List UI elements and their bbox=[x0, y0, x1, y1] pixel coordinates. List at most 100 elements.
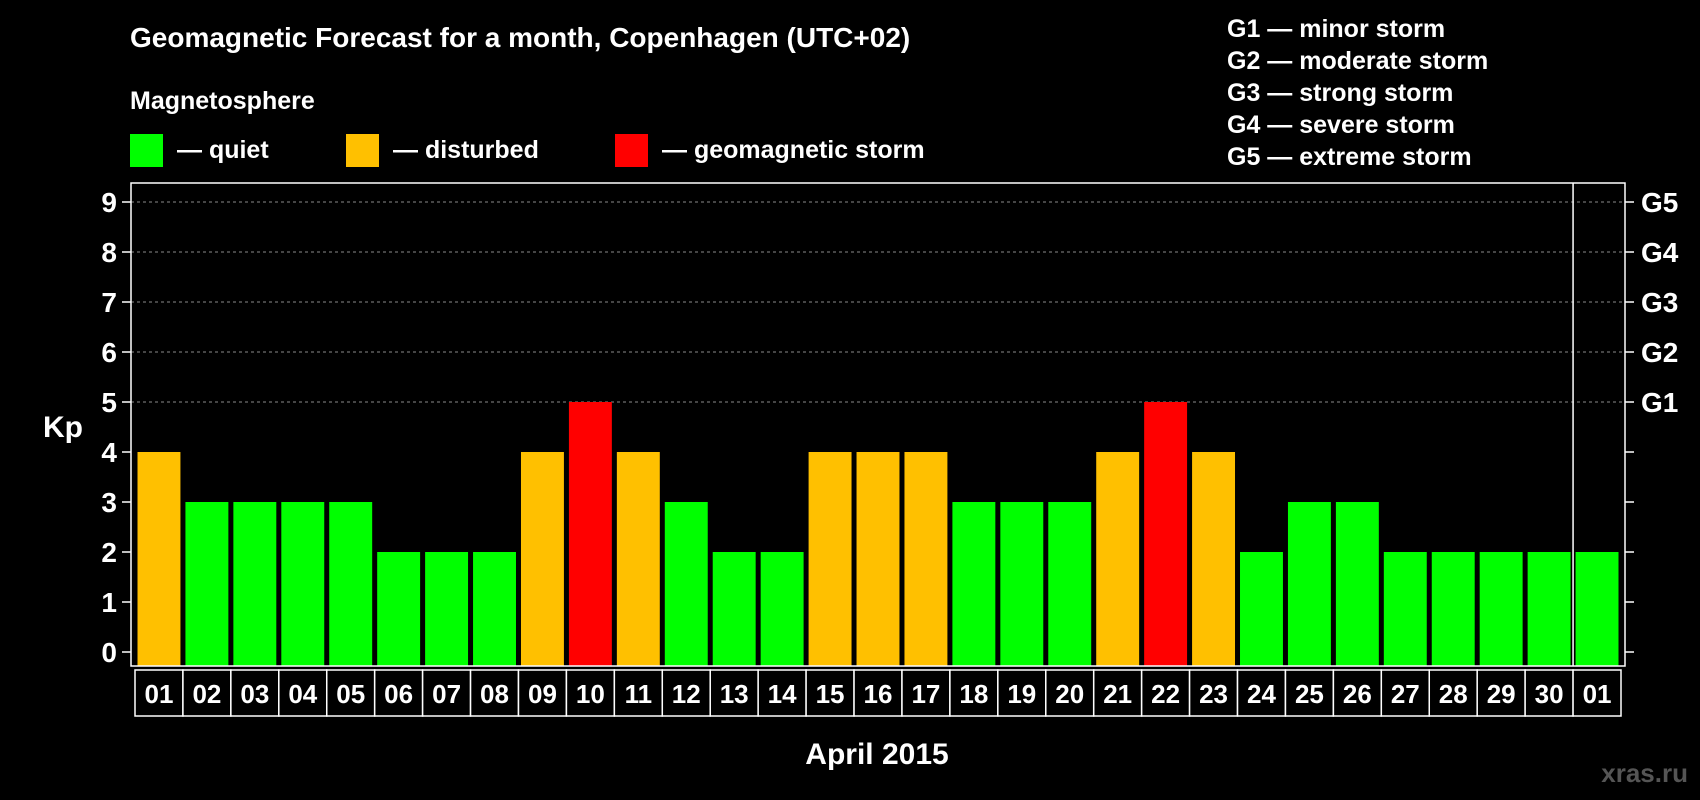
bar-1 bbox=[137, 452, 181, 666]
y-tick-label: 3 bbox=[101, 487, 117, 518]
storm-scale-legend: G1 — minor storm G2 — moderate storm G3 … bbox=[1227, 15, 1488, 171]
x-tick-label: 01 bbox=[145, 679, 174, 709]
x-tick-label: 25 bbox=[1295, 679, 1324, 709]
bar-17 bbox=[904, 452, 948, 666]
x-category-box bbox=[1284, 669, 1335, 717]
y-tick-label: 1 bbox=[101, 587, 117, 618]
x-tick-label: 07 bbox=[432, 679, 461, 709]
x-category-box bbox=[613, 669, 664, 717]
x-category-box bbox=[757, 669, 807, 717]
x-tick-label: 14 bbox=[768, 679, 797, 709]
x-tick-label: 24 bbox=[1247, 679, 1276, 709]
x-category-box bbox=[1524, 669, 1574, 717]
bar-9 bbox=[520, 452, 564, 666]
legend-label-disturbed: — disturbed bbox=[393, 136, 539, 164]
plot-frame bbox=[130, 182, 1626, 667]
y-tick-label: 4 bbox=[101, 437, 117, 468]
bar-2 bbox=[185, 502, 229, 666]
grid bbox=[131, 201, 1625, 403]
x-axis-label: April 2015 bbox=[805, 738, 948, 771]
x-tick-label: 20 bbox=[1055, 679, 1084, 709]
bar-8 bbox=[473, 552, 516, 666]
y-tick-label: 6 bbox=[101, 337, 117, 368]
bar-30 bbox=[1527, 552, 1571, 666]
storm-scale-g1: G1 — minor storm bbox=[1227, 15, 1445, 43]
x-tick-label: 05 bbox=[336, 679, 365, 709]
bar-4 bbox=[281, 502, 325, 666]
x-category-box bbox=[853, 669, 903, 717]
x-category-box bbox=[1380, 669, 1431, 717]
x-tick-label: 09 bbox=[528, 679, 557, 709]
bar-5 bbox=[329, 502, 373, 666]
x-category-box bbox=[325, 669, 376, 717]
y-tick-label: 9 bbox=[101, 187, 117, 218]
bar-18 bbox=[952, 502, 996, 666]
legend-swatch-disturbed bbox=[346, 134, 379, 167]
x-tick-label: 26 bbox=[1343, 679, 1372, 709]
x-tick-label: 17 bbox=[911, 679, 940, 709]
bar-26 bbox=[1335, 502, 1379, 666]
x-category-box bbox=[1476, 669, 1526, 717]
bar-23 bbox=[1192, 452, 1236, 666]
axes: 0 1 2 3 4 5 6 7 8 9 G1 G2 G3 G4 G5 bbox=[101, 182, 1679, 668]
x-category-box bbox=[949, 669, 999, 717]
right-tick-label: G2 bbox=[1641, 337, 1678, 368]
x-category-box bbox=[1572, 669, 1622, 717]
x-tick-label: 03 bbox=[240, 679, 269, 709]
bars bbox=[137, 402, 1619, 666]
bar-20 bbox=[1048, 502, 1092, 666]
x-category-box bbox=[469, 669, 520, 717]
bar-21 bbox=[1096, 452, 1140, 666]
x-tick-label: 30 bbox=[1535, 679, 1564, 709]
storm-scale-g4: G4 — severe storm bbox=[1227, 111, 1455, 139]
legend-label-quiet: — quiet bbox=[177, 136, 269, 164]
bar-29 bbox=[1479, 552, 1523, 666]
bar-6 bbox=[377, 552, 421, 666]
storm-scale-g3: G3 — strong storm bbox=[1227, 79, 1453, 107]
y-tick-label: 7 bbox=[101, 287, 117, 318]
y-tick-label: 2 bbox=[101, 537, 117, 568]
bar-31 bbox=[1575, 552, 1619, 666]
bar-10 bbox=[568, 402, 612, 666]
x-category-box bbox=[182, 669, 232, 717]
x-tick-label: 21 bbox=[1103, 679, 1132, 709]
bar-27 bbox=[1383, 552, 1427, 666]
bar-13 bbox=[712, 552, 756, 666]
x-tick-label: 01 bbox=[1583, 679, 1612, 709]
x-category-box bbox=[421, 669, 472, 717]
x-category-box bbox=[1428, 669, 1478, 717]
x-tick-label: 22 bbox=[1151, 679, 1180, 709]
bar-25 bbox=[1287, 502, 1331, 666]
bar-3 bbox=[233, 502, 277, 666]
x-tick-label: 16 bbox=[864, 679, 893, 709]
bar-11 bbox=[616, 452, 660, 666]
x-category-box bbox=[134, 669, 184, 717]
x-tick-label: 23 bbox=[1199, 679, 1228, 709]
x-tick-label: 27 bbox=[1391, 679, 1420, 709]
x-category-box bbox=[278, 669, 328, 717]
legend-label-storm: — geomagnetic storm bbox=[662, 136, 925, 164]
right-tick-label: G5 bbox=[1641, 187, 1678, 218]
bar-12 bbox=[664, 502, 708, 666]
y-tick-label: 5 bbox=[101, 387, 117, 418]
x-tick-label: 12 bbox=[672, 679, 701, 709]
legend-swatch-storm bbox=[615, 134, 648, 167]
legend-swatch-quiet bbox=[130, 134, 163, 167]
x-tick-label: 13 bbox=[720, 679, 749, 709]
x-tick-label: 04 bbox=[288, 679, 317, 709]
x-category-box bbox=[1092, 669, 1143, 717]
storm-scale-g2: G2 — moderate storm bbox=[1227, 47, 1488, 75]
bar-19 bbox=[1000, 502, 1044, 666]
bar-15 bbox=[808, 452, 852, 666]
x-category-box bbox=[517, 669, 568, 717]
watermark: xras.ru bbox=[1601, 758, 1688, 788]
x-category-box bbox=[1236, 669, 1287, 717]
y-tick-label: 0 bbox=[101, 637, 117, 668]
bar-16 bbox=[856, 452, 900, 666]
legend-title: Magnetosphere bbox=[130, 87, 315, 115]
storm-scale-g5: G5 — extreme storm bbox=[1227, 143, 1472, 171]
x-tick-label: 15 bbox=[816, 679, 845, 709]
legend: — quiet — disturbed — geomagnetic storm bbox=[130, 134, 925, 167]
bar-28 bbox=[1431, 552, 1475, 666]
